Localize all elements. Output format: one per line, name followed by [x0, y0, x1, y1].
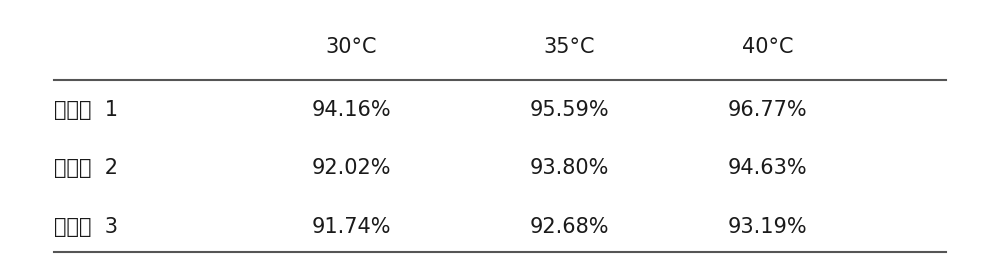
Text: 40°C: 40°C	[742, 37, 794, 57]
Text: 91.74%: 91.74%	[312, 217, 391, 236]
Text: 93.80%: 93.80%	[530, 158, 609, 179]
Text: 94.16%: 94.16%	[311, 100, 391, 120]
Text: 实施例  3: 实施例 3	[54, 217, 118, 236]
Text: 35°C: 35°C	[544, 37, 595, 57]
Text: 96.77%: 96.77%	[728, 100, 808, 120]
Text: 实施例  1: 实施例 1	[54, 100, 118, 120]
Text: 92.02%: 92.02%	[312, 158, 391, 179]
Text: 实施例  2: 实施例 2	[54, 158, 118, 179]
Text: 93.19%: 93.19%	[728, 217, 808, 236]
Text: 92.68%: 92.68%	[530, 217, 609, 236]
Text: 30°C: 30°C	[326, 37, 377, 57]
Text: 94.63%: 94.63%	[728, 158, 808, 179]
Text: 95.59%: 95.59%	[530, 100, 609, 120]
